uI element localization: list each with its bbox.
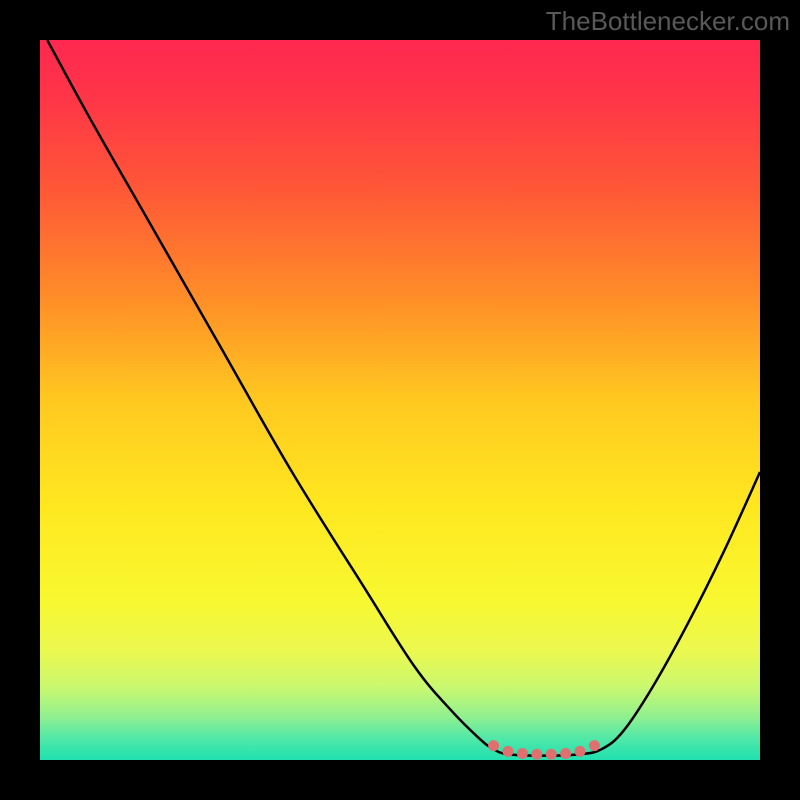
chart-container: TheBottlenecker.com	[0, 0, 800, 800]
watermark-text: TheBottlenecker.com	[546, 6, 790, 37]
optimum-marker	[503, 746, 514, 757]
optimum-marker	[488, 740, 499, 751]
optimum-marker	[531, 749, 542, 760]
plot-svg	[40, 40, 760, 760]
optimum-marker	[546, 749, 557, 760]
optimum-marker	[560, 748, 571, 759]
optimum-marker	[589, 740, 600, 751]
gradient-background	[40, 40, 760, 760]
optimum-marker	[575, 746, 586, 757]
optimum-marker	[517, 748, 528, 759]
plot-area	[40, 40, 760, 760]
